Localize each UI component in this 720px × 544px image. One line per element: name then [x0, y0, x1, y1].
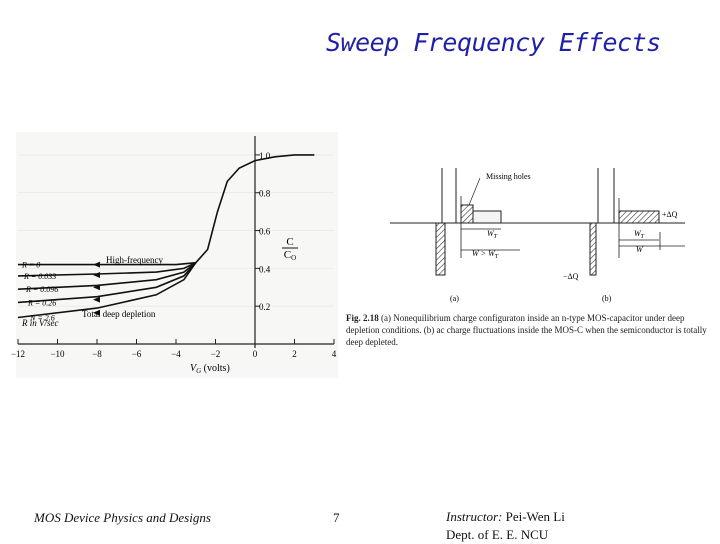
figure-caption: Fig. 2.18 (a) Nonequilibrium charge conf…: [346, 312, 720, 348]
series-arrow: [93, 309, 100, 316]
slide-title: Sweep Frequency Effects: [326, 28, 661, 57]
x-tick-label: −10: [50, 349, 65, 359]
gate-bar-b: [589, 222, 597, 276]
x-tick-label: −4: [171, 349, 181, 359]
series-label: R = 0.096: [25, 285, 58, 294]
panel-a-label: (a): [450, 294, 459, 303]
label-wt-a: WT: [487, 229, 498, 240]
label-plus-dq: +ΔQ: [662, 210, 678, 219]
gridlines: [18, 154, 334, 307]
series-arrow: [93, 261, 100, 268]
label-minus-dq: −ΔQ: [563, 272, 579, 281]
cv-chart: −12 −10 −8 −6 −4 −2 0 2 4 0.2 0.4 0.6 0.8 1.0 R = 0 R…: [11, 132, 338, 378]
label-w-gt-wt: W > WT: [472, 249, 499, 260]
series-label: R = 0.033: [23, 272, 56, 281]
y-tick-label: 0.8: [259, 189, 271, 199]
x-tick-label: −8: [92, 349, 102, 359]
series-label: R = 0.26: [27, 298, 56, 307]
series-label: N = 2.6: [29, 314, 55, 323]
x-tick-label: 0: [253, 349, 258, 359]
series-arrow: [93, 271, 100, 278]
footer-course-name: MOS Device Physics and Designs: [34, 510, 211, 525]
annotation-total-deep-depletion: Total deep depletion: [82, 309, 156, 319]
gate-bar-a: [435, 222, 446, 276]
series-arrow: [93, 284, 100, 291]
series-arrow: [93, 296, 100, 303]
series-line: [17, 261, 197, 277]
x-tick-label: −6: [132, 349, 142, 359]
depletion-box-a: [472, 210, 502, 224]
x-tick-label: −12: [11, 349, 25, 359]
panel-b-diagram: [545, 168, 685, 276]
charge-box-b: [618, 210, 660, 224]
series-line: [18, 154, 315, 266]
y-tick-label: 0.4: [259, 264, 271, 274]
panel-a-diagram: [390, 168, 590, 276]
label-wt-b: WT: [634, 229, 645, 240]
legend-note: R in V/sec: [21, 318, 59, 328]
missing-holes-box: [460, 204, 474, 224]
instructor-name: Pei-Wen Li: [505, 509, 565, 524]
label-w-b: W: [636, 245, 644, 254]
instructor-label: Instructor:: [446, 509, 503, 524]
y-tick-label: 0.2: [259, 302, 270, 312]
x-tick-label: 4: [332, 349, 337, 359]
series-line: [17, 262, 197, 304]
series-label: R = 0: [21, 261, 40, 270]
caption-text: (a) Nonequilibrium charge configuraton i…: [346, 313, 707, 347]
annotation-high-frequency: High-frequency: [106, 255, 163, 265]
series-line: [17, 262, 197, 319]
caption-label: Fig. 2.18: [346, 313, 379, 323]
footer-page-number: 7: [333, 510, 340, 525]
label-missing-holes: Missing holes: [486, 172, 531, 181]
y-axis-label-c: C: [286, 236, 293, 248]
y-tick-label: 1.0: [259, 151, 271, 161]
y-tick-label: 0.6: [259, 227, 271, 237]
scan-background: [16, 132, 338, 378]
charge-config-figure: Missing holes WT W > WT (a) +ΔQ −ΔQ WT W…: [390, 168, 685, 303]
footer-instructor: Instructor: Pei-Wen Li Dept. of E. E. NC…: [446, 508, 565, 544]
panel-b-label: (b): [602, 294, 612, 303]
x-tick-label: −2: [211, 349, 221, 359]
department: Dept. of E. E. NCU: [446, 527, 549, 542]
series-line: [17, 262, 197, 290]
x-tick-label: 2: [292, 349, 297, 359]
x-axis-label: VG (volts): [190, 363, 230, 375]
